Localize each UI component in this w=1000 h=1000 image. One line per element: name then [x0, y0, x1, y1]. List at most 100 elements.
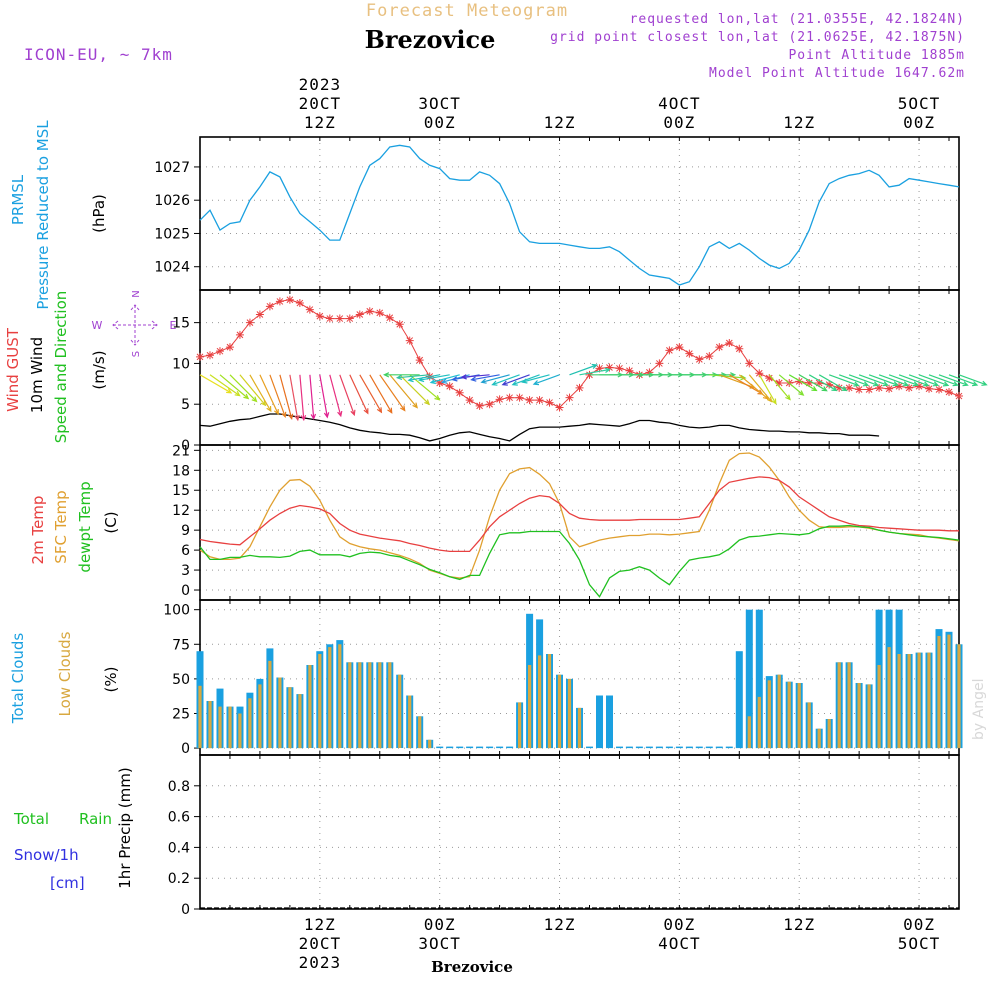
wind-arrow [289, 374, 300, 422]
low-cloud-bar [228, 706, 232, 749]
low-cloud-bar [378, 662, 382, 749]
top-time-axis-label: 12Z [783, 113, 815, 132]
bottom-time-axis-label: 00Z [663, 915, 695, 934]
temp-label-sfc: SFC Temp [52, 490, 70, 563]
gridpoint-coords: grid point closest lon,lat (21.0625E, 42… [550, 30, 965, 45]
wind-arrow [758, 374, 777, 405]
top-time-axis-label: 12Z [304, 113, 336, 132]
gust-marker [285, 295, 294, 304]
low-cloud-bar [238, 713, 242, 749]
total-cloud-bar [675, 746, 683, 749]
low-cloud-bar [747, 716, 751, 749]
low-cloud-bar [897, 654, 901, 749]
cloud-bars [196, 609, 963, 749]
wind-arrow [579, 367, 611, 376]
gust-marker [265, 302, 274, 311]
gust-marker [715, 343, 724, 352]
gust-marker [235, 330, 244, 339]
gust-marker [375, 308, 384, 317]
temperature-ytick-label: 6 [181, 543, 190, 559]
wind-arrows [199, 363, 988, 422]
precip-label-snow: Snow/1h [14, 846, 79, 864]
low-cloud-bar [388, 662, 392, 749]
temp-ylabel: (C) [102, 511, 120, 533]
low-cloud-bar [877, 665, 881, 748]
gust-marker [815, 379, 824, 387]
pressure-label-prmsl: PRMSL [9, 174, 27, 225]
gust-marker [955, 392, 963, 401]
wind-arrow [329, 374, 343, 418]
wind-arrow [399, 374, 431, 406]
gust-marker [695, 355, 704, 364]
compass: N S W E [92, 290, 177, 357]
gust-marker [475, 401, 484, 410]
gust-marker [865, 385, 874, 394]
gust-marker [625, 366, 634, 375]
gust-marker [655, 359, 664, 368]
total-cloud-bar [715, 746, 723, 749]
wind-arrow [383, 372, 420, 378]
low-cloud-bar [927, 652, 931, 749]
total-cloud-bar [725, 746, 733, 749]
low-cloud-bar [288, 687, 292, 749]
wind-arrow [429, 374, 460, 385]
low-cloud-bar [338, 644, 342, 749]
low-cloud-bar [308, 665, 312, 748]
wind-arrow [868, 374, 899, 387]
bottom-time-axis-label: 2023 [299, 953, 342, 972]
low-cloud-bar [777, 674, 781, 748]
gust-marker [345, 314, 354, 323]
low-cloud-bar [428, 739, 432, 749]
top-time-axis-label: 4OCT [658, 94, 701, 113]
wind-arrow [709, 374, 747, 381]
point-altitude: Point Altitude 1885m [788, 48, 965, 63]
pressure-frame [199, 136, 960, 291]
low-cloud-bar [907, 654, 911, 749]
temperature-ytick-label: 9 [181, 523, 190, 539]
clouds-ytick-label: 100 [163, 603, 190, 619]
gust-marker [565, 393, 574, 402]
gust-marker [495, 395, 504, 404]
total-cloud-bar [735, 651, 743, 749]
wind-arrow [480, 374, 510, 384]
wind-arrow [928, 374, 959, 387]
model-label: ICON-EU, ~ 7km [24, 45, 173, 64]
gust-marker [295, 299, 304, 308]
clouds-label-low: Low Clouds [56, 631, 74, 716]
low-cloud-bar [917, 652, 921, 749]
wind-arrow [269, 374, 287, 418]
low-cloud-bar [218, 706, 222, 749]
wind-arrow [309, 374, 317, 421]
wind-arrow [908, 374, 940, 387]
gust-marker [765, 374, 774, 383]
wind-arrow [379, 374, 406, 412]
compass-n: N [131, 290, 142, 297]
gust-marker [805, 379, 814, 387]
gust-marker [745, 359, 754, 368]
total-cloud-bar [476, 746, 484, 749]
wind-arrow [521, 374, 550, 384]
low-cloud-bar [767, 680, 771, 749]
total-cloud-bar [466, 746, 474, 749]
precip-label-rain: Rain [79, 810, 112, 828]
clouds-ytick-label: 0 [181, 741, 190, 757]
total-cloud-bar [635, 746, 643, 749]
low-cloud-bar [937, 636, 941, 749]
gust-marker [525, 396, 534, 405]
total-cloud-bar [616, 746, 623, 749]
low-cloud-bar [557, 674, 562, 748]
temperature-ytick-label: 21 [172, 443, 190, 459]
total-cloud-bar [606, 695, 613, 749]
model-altitude: Model Point Altitude 1647.62m [709, 66, 965, 81]
low-cloud-bar [408, 695, 412, 749]
low-cloud-bar [528, 665, 532, 748]
precip-ytick-label: 0.6 [168, 810, 190, 826]
total-cloud-bar [586, 746, 593, 749]
wind-arrow [395, 374, 430, 380]
wind-arrow [798, 374, 828, 392]
low-cloud-bar [248, 698, 252, 749]
total-cloud-bar [596, 695, 603, 749]
wind-arrow [249, 374, 272, 413]
wind-arrow [199, 374, 233, 394]
